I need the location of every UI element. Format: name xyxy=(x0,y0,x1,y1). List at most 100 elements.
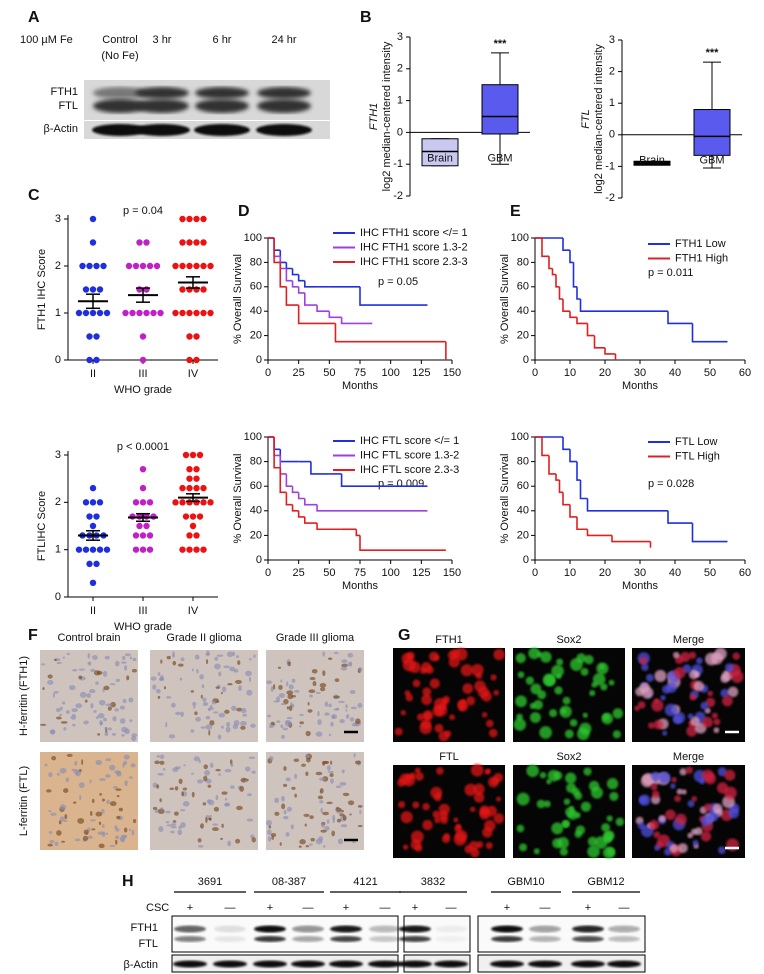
cell xyxy=(129,656,133,660)
y-axis-gene: FTL xyxy=(580,109,592,129)
cell xyxy=(230,763,234,767)
cell xyxy=(174,786,179,791)
cell xyxy=(177,663,184,667)
cell xyxy=(455,823,462,830)
cell xyxy=(101,798,105,802)
dot xyxy=(136,286,143,293)
cell xyxy=(303,813,310,818)
lane-sign: — xyxy=(540,902,551,914)
survival-step xyxy=(304,498,318,506)
survival-step xyxy=(667,510,693,524)
dot xyxy=(139,262,147,270)
cell xyxy=(609,791,619,801)
cell xyxy=(693,671,700,678)
cell xyxy=(402,844,409,850)
cell xyxy=(39,723,47,726)
survival-step xyxy=(316,523,342,531)
dot xyxy=(103,309,111,317)
y-tick-label: 100 xyxy=(511,431,529,443)
legend-label: IHC FTL score 1.3-2 xyxy=(360,449,459,461)
cell xyxy=(533,848,540,855)
survival-step xyxy=(316,305,330,312)
cell xyxy=(322,670,326,676)
cell xyxy=(231,705,237,711)
survival-step xyxy=(569,250,574,264)
cell xyxy=(676,788,683,795)
cell xyxy=(225,726,231,733)
cell xyxy=(308,843,313,846)
cell xyxy=(246,818,254,822)
dot xyxy=(189,513,197,520)
cell xyxy=(476,841,484,849)
dot xyxy=(179,286,186,293)
survival-step xyxy=(310,461,330,475)
cell xyxy=(47,674,53,679)
lane-label: 24 hr xyxy=(271,34,296,46)
column-label: Sox2 xyxy=(556,634,581,646)
cell xyxy=(103,685,110,691)
cell xyxy=(294,689,300,693)
cell xyxy=(212,711,219,714)
y-tick-label: 3 xyxy=(55,213,61,225)
cell xyxy=(447,650,458,661)
cell xyxy=(193,756,200,762)
y-tick-label: 80 xyxy=(250,456,262,468)
y-axis-label: % Overall Survival xyxy=(499,454,511,544)
cell xyxy=(727,686,739,698)
cell xyxy=(71,713,76,717)
cell xyxy=(349,717,355,722)
cell xyxy=(317,719,322,725)
cell xyxy=(270,721,275,726)
cell xyxy=(687,832,693,839)
cell xyxy=(328,703,332,708)
cell xyxy=(158,825,164,832)
dot xyxy=(193,356,200,364)
dot xyxy=(153,262,161,270)
dot xyxy=(136,309,143,317)
survival-step xyxy=(273,437,281,457)
survival-step xyxy=(273,437,281,469)
cell xyxy=(718,846,726,854)
cell xyxy=(544,674,556,687)
cell xyxy=(107,727,112,731)
cell xyxy=(720,674,730,683)
cell xyxy=(353,753,356,758)
x-tick-label: Brain xyxy=(427,152,453,164)
survival-step xyxy=(304,280,318,288)
survival-step xyxy=(569,504,577,518)
cell xyxy=(529,712,541,723)
cell xyxy=(111,732,117,736)
cell xyxy=(584,654,594,665)
if-image xyxy=(513,648,625,742)
y-tick-label: 40 xyxy=(250,505,262,517)
cell xyxy=(172,660,177,666)
lane-sign: — xyxy=(446,902,457,914)
dot xyxy=(89,546,97,553)
x-tick-label: 75 xyxy=(354,367,366,379)
cell xyxy=(290,824,294,830)
cell xyxy=(112,786,118,789)
cell xyxy=(563,798,571,805)
y-tick-label: 0 xyxy=(523,354,529,366)
cell xyxy=(46,789,52,793)
y-tick-label: 3 xyxy=(609,34,615,46)
cell xyxy=(209,762,214,768)
cell xyxy=(294,793,297,798)
cell xyxy=(318,777,326,781)
dot xyxy=(179,239,186,246)
dot xyxy=(125,262,133,270)
dot xyxy=(89,309,97,317)
cell xyxy=(159,798,162,803)
dot xyxy=(193,286,200,293)
cell xyxy=(59,816,65,822)
cell xyxy=(690,828,698,836)
cell xyxy=(699,778,706,785)
cell xyxy=(230,785,235,789)
cell xyxy=(89,688,96,694)
cell xyxy=(654,669,667,682)
cell xyxy=(78,668,86,671)
cell xyxy=(410,830,424,844)
band xyxy=(292,925,324,933)
dot xyxy=(179,262,186,270)
x-tick-label: III xyxy=(138,605,147,617)
